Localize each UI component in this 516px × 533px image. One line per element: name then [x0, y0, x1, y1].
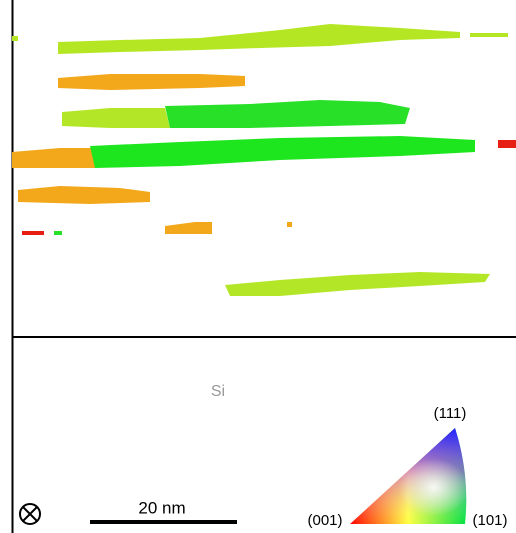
phase-label: Si — [211, 383, 225, 400]
grain — [54, 231, 62, 235]
key-label: (101) — [472, 512, 507, 529]
grains — [12, 24, 516, 296]
key-label: (111) — [434, 405, 467, 422]
grain — [225, 272, 490, 296]
grain — [12, 148, 95, 168]
grain — [90, 136, 475, 168]
grain — [22, 231, 44, 235]
beam-direction-symbol — [20, 504, 40, 524]
grain — [470, 33, 508, 37]
color-key-triangle — [350, 428, 466, 524]
orientation-map-figure: Si 20 nm (111) (001) (101) — [0, 0, 516, 533]
scale-bar-label: 20 nm — [138, 498, 185, 517]
key-label: (001) — [307, 512, 342, 529]
grain — [12, 36, 18, 41]
grain — [62, 108, 170, 128]
grain — [498, 140, 516, 148]
grain — [58, 74, 245, 90]
grain — [58, 24, 460, 54]
grain — [165, 222, 212, 234]
grain — [165, 100, 410, 128]
grain — [287, 222, 292, 227]
grain — [18, 186, 150, 204]
